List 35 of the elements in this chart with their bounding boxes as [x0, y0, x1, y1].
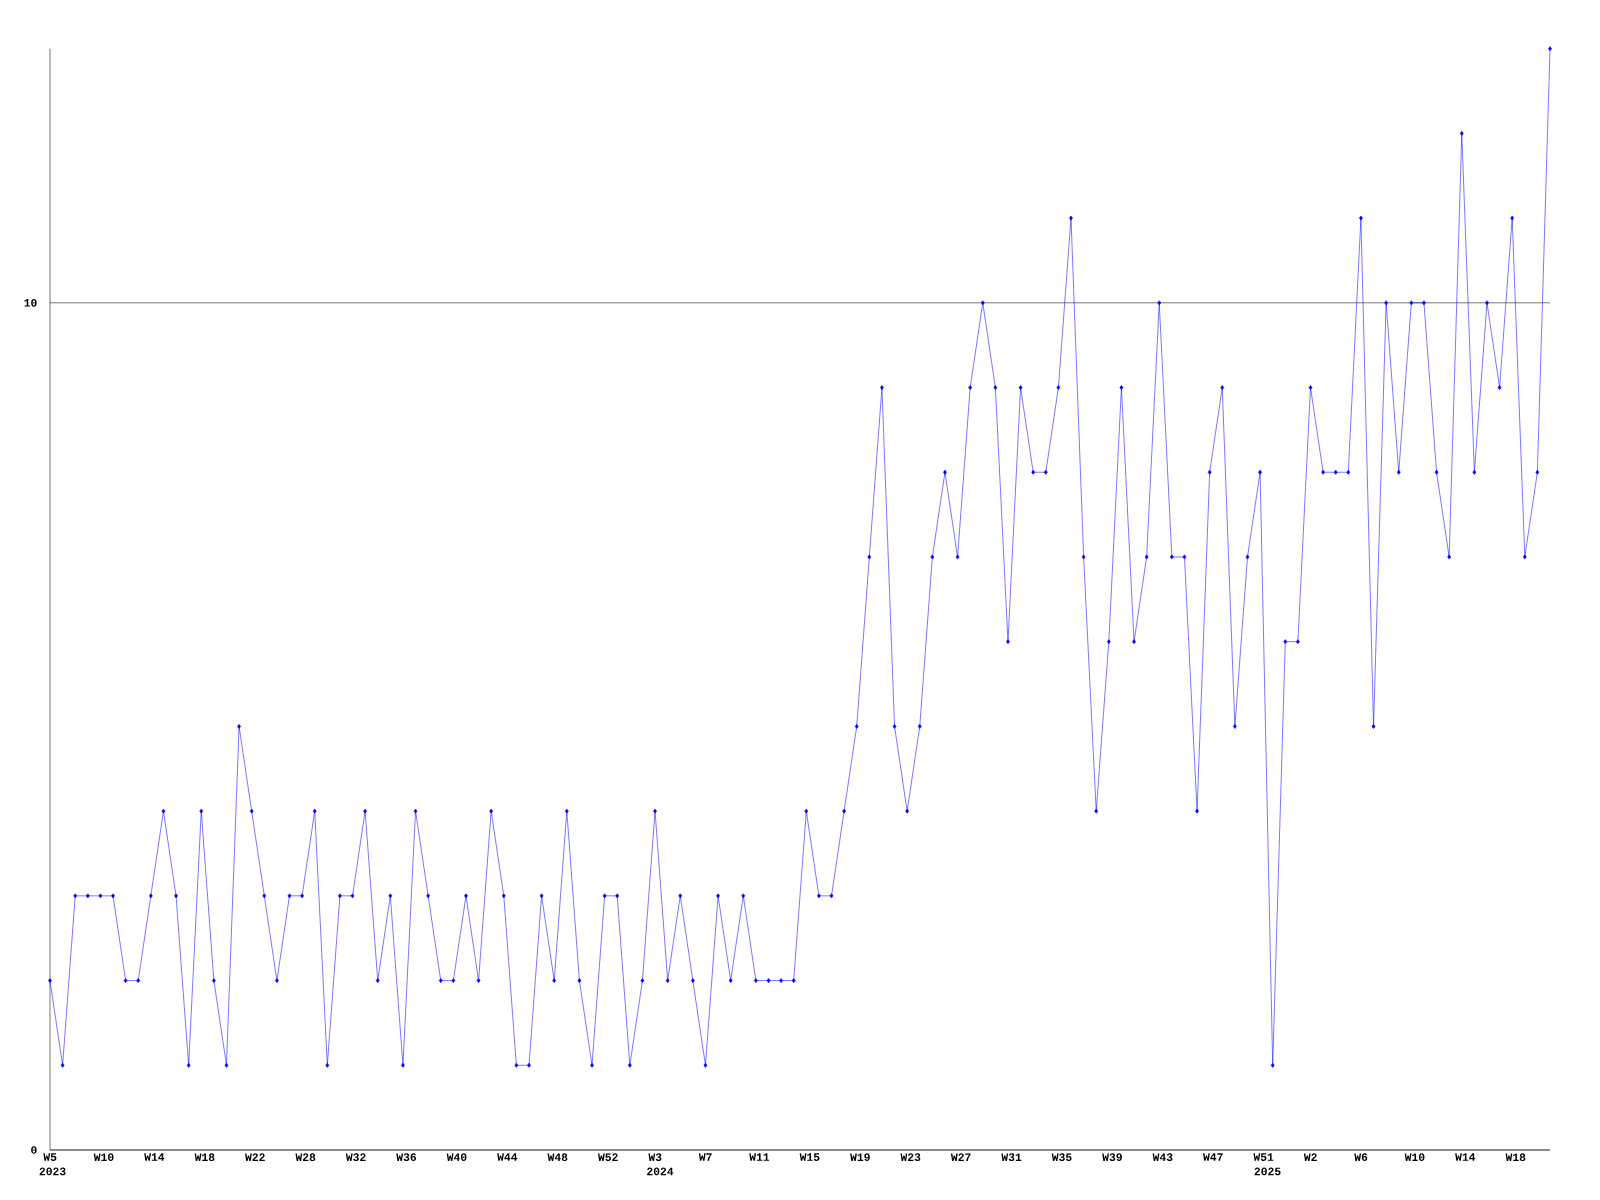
x-tick-label: W6: [1354, 1153, 1368, 1162]
x-tick-label: W52: [597, 1153, 618, 1162]
x-tick-label: W11: [749, 1153, 770, 1161]
x-tick-label: W14: [144, 1153, 165, 1161]
text: 2023: [39, 1167, 66, 1176]
x-tick-label: W36: [396, 1153, 417, 1162]
x-tick-label: W44: [497, 1153, 518, 1161]
x-tick-label: W43: [1152, 1153, 1173, 1162]
x-tick-label: W35: [1051, 1153, 1072, 1162]
x-tick-label: W31: [1001, 1153, 1022, 1162]
text: 2024: [647, 1167, 674, 1176]
x-tick-label: W2: [1303, 1153, 1317, 1161]
y-tick-label: 10: [24, 298, 37, 307]
x-tick-label: W14: [1455, 1153, 1476, 1161]
x-tick-label: W15: [799, 1153, 820, 1161]
x-tick-label: W10: [93, 1153, 114, 1162]
x-tick-label: W47: [1203, 1153, 1223, 1161]
x-tick-label: W18: [194, 1153, 215, 1162]
x-tick-label: W10: [1404, 1153, 1425, 1162]
x-tick-label: W18: [1505, 1153, 1526, 1162]
x-tick-label: W32: [345, 1153, 366, 1162]
x-tick-label: W19: [850, 1153, 870, 1162]
text: 2025: [1254, 1167, 1281, 1176]
x-tick-label: W27: [950, 1153, 971, 1161]
x-tick-label: W23: [900, 1153, 921, 1162]
x-tick-label: W40: [446, 1153, 467, 1162]
x-tick-label: W51: [1253, 1153, 1274, 1161]
x-tick-label: W7: [698, 1153, 712, 1161]
x-tick-label: W39: [1102, 1153, 1122, 1162]
x-tick-label: W22: [245, 1153, 265, 1161]
x-tick-label: W28: [295, 1153, 316, 1162]
x-tick-label: W48: [547, 1153, 568, 1162]
y-tick-label: 0: [31, 1146, 37, 1154]
x-tick-label: W5: [43, 1153, 57, 1161]
x-tick-label: W3: [648, 1153, 662, 1162]
